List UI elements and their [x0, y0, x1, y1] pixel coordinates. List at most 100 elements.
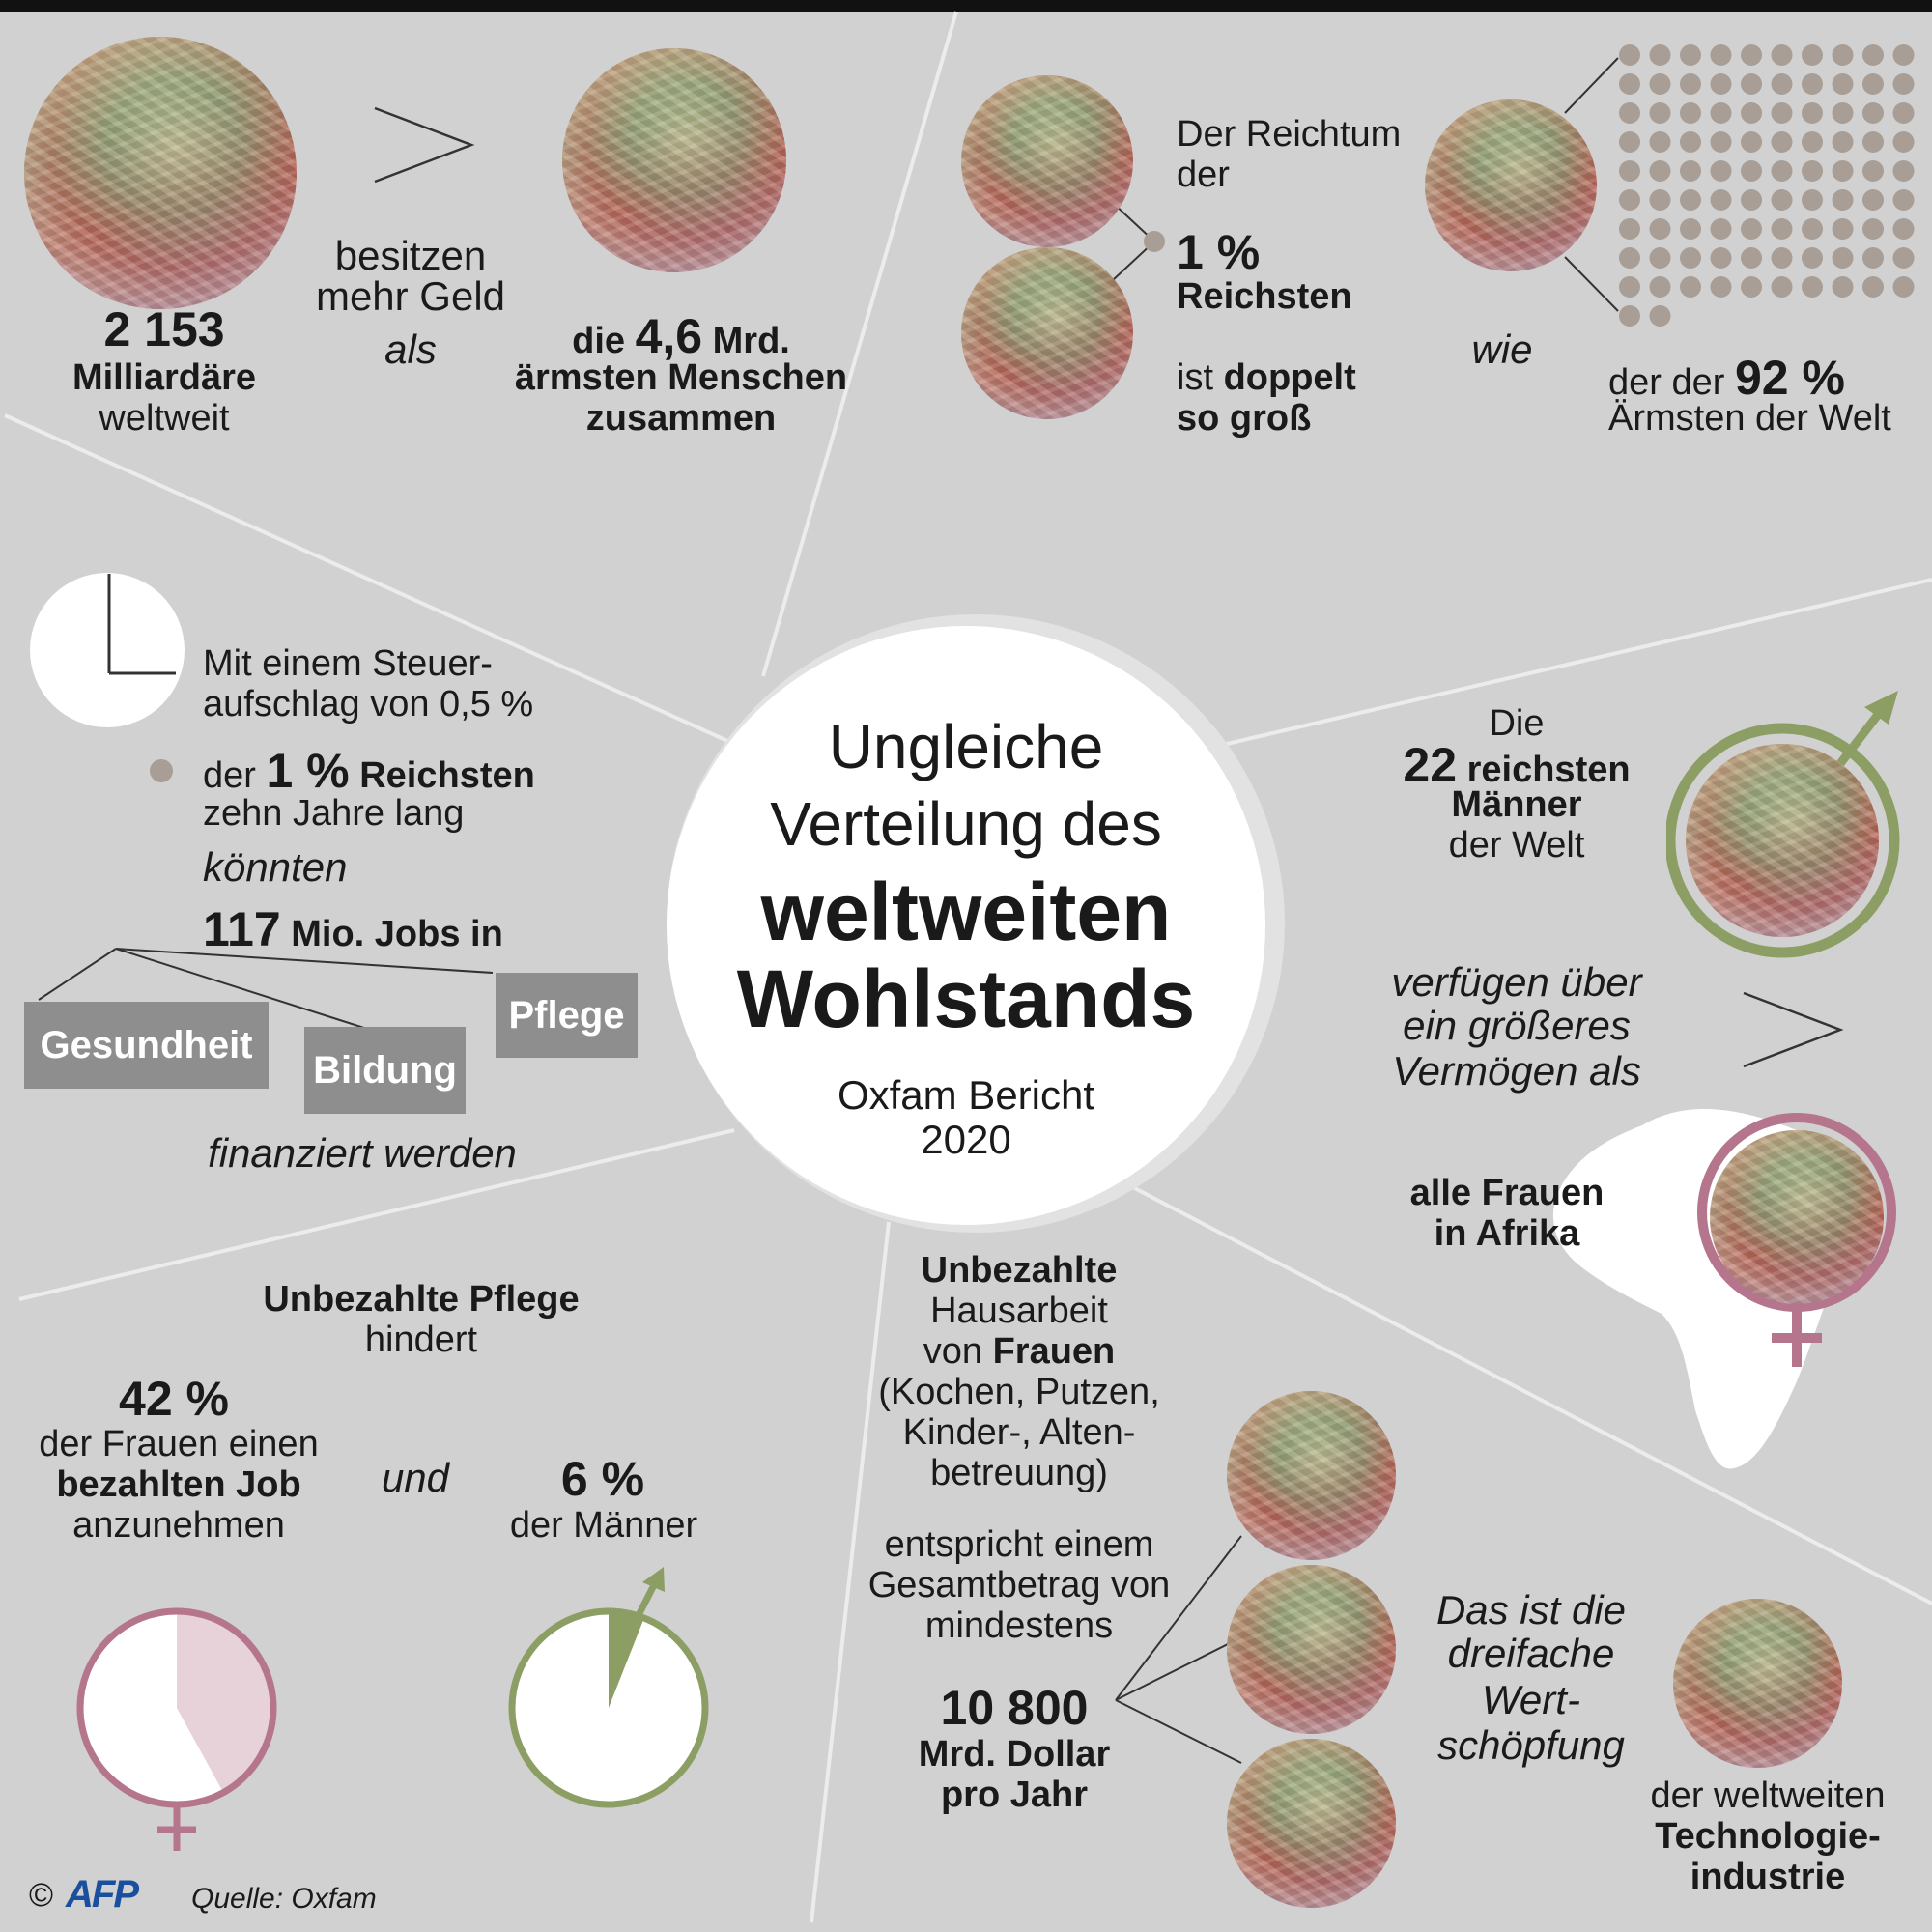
grid-dot	[1680, 102, 1701, 124]
grid-dot	[1802, 73, 1823, 95]
grid-dot	[1680, 44, 1701, 66]
money-coin-poor	[1425, 99, 1597, 271]
grid-dot	[1680, 218, 1701, 240]
money-coin-billionaires	[24, 37, 297, 309]
grid-dot	[1892, 44, 1915, 66]
copyright-symbol: ©	[29, 1877, 54, 1914]
money-coin-value-3	[1227, 1739, 1396, 1908]
grid-dot	[1741, 131, 1762, 153]
grid-dot	[1741, 218, 1762, 240]
grid-dot	[1619, 247, 1640, 269]
grid-dot	[1892, 73, 1915, 95]
koennten-text: könnten	[203, 844, 348, 890]
greater-than-symbol-right	[1743, 991, 1844, 1068]
poorest92-line2: Ärmsten der Welt	[1608, 398, 1891, 439]
grid-dot	[1802, 44, 1823, 66]
amount-unit1: Mrd. Dollar	[918, 1734, 1111, 1775]
poorest-number: 4,6	[635, 309, 703, 363]
billionaires-weltweit: weltweit	[99, 398, 230, 439]
der-text: der	[203, 755, 256, 796]
frauen-afrika-line1: alle Frauen	[1409, 1173, 1605, 1213]
verfuegen-line3: Vermögen als	[1392, 1048, 1641, 1094]
grid-dot	[1619, 160, 1640, 182]
pct6-text: 6 %	[560, 1452, 645, 1506]
grid-dot	[1832, 189, 1854, 211]
men-line2: 22 reichsten	[1352, 740, 1681, 791]
entspricht-line2: Gesamtbetrag von	[867, 1565, 1171, 1605]
clock-pie	[30, 573, 185, 727]
subtitle-line1: Oxfam Bericht	[837, 1072, 1095, 1118]
reichtum-line2: der	[1177, 155, 1230, 195]
source-text: Quelle: Oxfam	[191, 1883, 377, 1915]
die-text: die	[572, 321, 626, 361]
grid-dot	[1771, 218, 1793, 240]
verfuegen-line1: verfügen über	[1391, 959, 1642, 1005]
grid-dot	[1862, 44, 1884, 66]
und-text: und	[381, 1455, 450, 1500]
grid-dot	[1741, 276, 1762, 298]
der-der-text: der der	[1608, 362, 1725, 403]
doppelt-text: doppelt	[1223, 357, 1356, 398]
reichtum-dot	[1144, 231, 1165, 252]
grid-dot	[1771, 44, 1793, 66]
title-line2: Verteilung des	[770, 789, 1162, 859]
money-coin-rich-1	[961, 75, 1133, 247]
pct42-text: 42 %	[119, 1372, 229, 1426]
title-line4: Wohlstands	[736, 953, 1196, 1044]
grid-dot	[1619, 305, 1640, 327]
doppelt-line: ist doppelt	[1177, 357, 1356, 398]
hausarbeit-line6: betreuung)	[930, 1453, 1108, 1493]
grid-dot	[1741, 160, 1762, 182]
grid-dot	[1710, 189, 1732, 211]
men-maenner: Männer	[1451, 784, 1582, 825]
grid-dot	[1619, 189, 1640, 211]
box-pflege: Pflege	[496, 973, 638, 1058]
grid-dot	[1862, 160, 1884, 182]
poorest92-line1: der der 92 %	[1608, 353, 1927, 404]
grid-dot	[1771, 131, 1793, 153]
grid-dot	[1619, 102, 1640, 124]
afp-logo: AFP	[66, 1873, 139, 1916]
grid-dot	[1649, 73, 1671, 95]
entspricht-line3: mindestens	[924, 1605, 1114, 1646]
billionaires-label: Milliardäre	[71, 357, 257, 398]
grid-dot	[1710, 276, 1732, 298]
grid-dot	[1802, 160, 1823, 182]
grid-dot	[1619, 276, 1640, 298]
jobs-line: 117 Mio. Jobs in	[203, 904, 503, 955]
title-line3: weltweiten	[760, 867, 1172, 957]
grid-dot	[1862, 102, 1884, 124]
greater-than-symbol-top	[374, 106, 475, 184]
maenner-text: der Männer	[509, 1505, 698, 1546]
grid-dot	[1771, 276, 1793, 298]
pflege-title: Unbezahlte Pflege	[263, 1279, 580, 1320]
tax-reichsten: Reichsten	[359, 755, 535, 796]
jobs-number: 117	[203, 902, 281, 956]
grid-dot	[1771, 189, 1793, 211]
grid-dot	[1832, 44, 1854, 66]
reichtum-line1: Der Reichtum	[1177, 114, 1402, 155]
jobs-text: Mio. Jobs in	[291, 914, 503, 954]
grid-dot	[1741, 73, 1762, 95]
female-pie-chart	[76, 1607, 277, 1851]
grid-dot	[1680, 73, 1701, 95]
grid-dot	[1832, 247, 1854, 269]
amount-text: 10 800	[940, 1681, 1089, 1735]
grid-dot	[1892, 247, 1915, 269]
pflege-hindert: hindert	[364, 1320, 478, 1360]
money-coin-tech	[1673, 1599, 1842, 1768]
female-share-slice	[177, 1611, 273, 1793]
grid-dot	[1649, 247, 1671, 269]
grid-dot	[1710, 160, 1732, 182]
grid-dot	[1649, 102, 1671, 124]
hausarbeit-line2: Hausarbeit	[930, 1291, 1108, 1331]
grid-dot	[1862, 73, 1884, 95]
men-die: Die	[1489, 703, 1545, 744]
grid-dot	[1862, 131, 1884, 153]
grid-dot	[1892, 276, 1915, 298]
grid-dot	[1710, 102, 1732, 124]
tax-line2: aufschlag von 0,5 %	[203, 684, 534, 724]
frauen-line3: anzunehmen	[72, 1505, 285, 1546]
besitzen-text: besitzen	[334, 233, 487, 278]
